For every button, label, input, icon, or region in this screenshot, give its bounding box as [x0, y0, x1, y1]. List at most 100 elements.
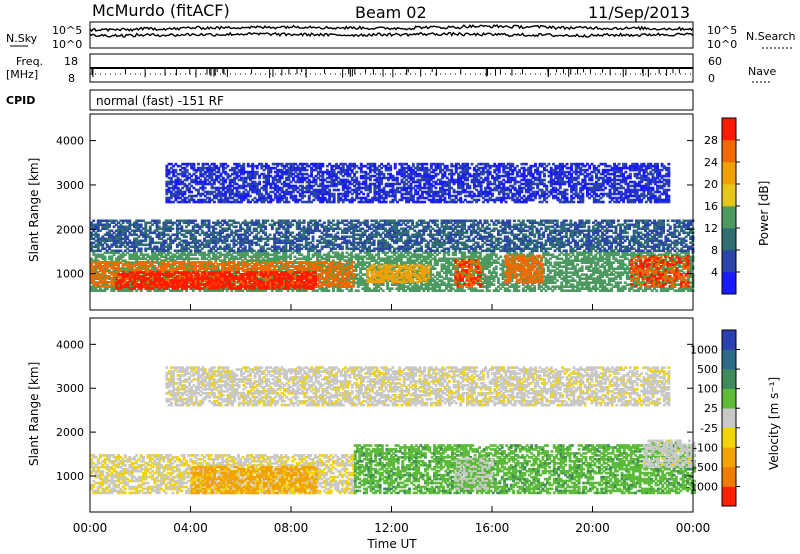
heatmap-cell	[270, 257, 274, 261]
heatmap-cell	[354, 257, 358, 261]
heatmap-cell	[431, 279, 435, 282]
heatmap-cell	[334, 263, 338, 266]
heatmap-cell	[352, 269, 356, 272]
heatmap-cell	[207, 255, 211, 259]
heatmap-cell	[458, 251, 462, 255]
heatmap-cell	[361, 257, 365, 261]
heatmap-cell	[334, 255, 338, 259]
heatmap-cell	[424, 275, 428, 278]
heatmap-cell	[257, 253, 261, 257]
heatmap-cell	[424, 257, 428, 261]
heatmap-cell	[175, 257, 179, 261]
heatmap-cell	[476, 289, 480, 292]
heatmap-cell	[402, 283, 405, 286]
heatmap-cell	[508, 289, 512, 292]
heatmap-cell	[356, 263, 360, 266]
heatmap-cell	[126, 267, 130, 270]
heatmap-cell	[164, 259, 168, 262]
heatmap-cell	[180, 251, 184, 255]
heatmap-cell	[117, 251, 120, 255]
heatmap-cell	[359, 275, 362, 278]
heatmap-cell	[162, 271, 166, 274]
heatmap-cell	[341, 273, 344, 276]
heatmap-cell	[517, 281, 521, 284]
heatmap-cell	[488, 289, 491, 292]
heatmap-cell	[205, 261, 209, 264]
heatmap-cell	[542, 253, 546, 257]
heatmap-cell	[117, 283, 120, 286]
heatmap-cell	[426, 261, 430, 264]
heatmap-cell	[99, 287, 102, 290]
heatmap-cell	[438, 275, 442, 278]
heatmap-cell	[92, 253, 96, 257]
heatmap-cell	[155, 289, 159, 292]
heatmap-cell	[189, 253, 193, 257]
heatmap-cell	[119, 267, 123, 270]
heatmap-cell	[223, 255, 227, 259]
heatmap-cell	[173, 273, 177, 276]
heatmap-cell	[472, 287, 476, 290]
heatmap-cell	[544, 263, 548, 266]
heatmap-cell	[363, 261, 367, 264]
heatmap-cell	[442, 259, 446, 262]
heatmap-cell	[205, 257, 209, 261]
heatmap-cell	[110, 251, 114, 255]
heatmap-cell	[438, 289, 442, 292]
heatmap-cell	[205, 287, 209, 290]
heatmap-cell	[501, 281, 505, 284]
noise-panel: N.Sky 10^5 10^0 10^5 10^0 N.Search	[6, 21, 796, 51]
heatmap-cell	[230, 257, 234, 261]
heatmap-cell	[105, 283, 109, 286]
heatmap-cell	[293, 273, 297, 276]
heatmap-cell	[501, 283, 505, 286]
freq-tick-top: 18	[64, 55, 78, 68]
heatmap-cell	[282, 251, 286, 255]
heatmap-cell	[402, 255, 405, 259]
heatmap-cell	[359, 271, 362, 274]
heatmap-cell	[429, 251, 433, 255]
heatmap-cell	[338, 263, 342, 266]
heatmap-cell	[144, 281, 148, 284]
heatmap-cell	[291, 261, 295, 264]
heatmap-cell	[494, 259, 498, 262]
heatmap-cell	[347, 289, 351, 292]
heatmap-cell	[433, 285, 437, 288]
heatmap-cell	[354, 273, 358, 276]
heatmap-cell	[422, 263, 426, 266]
heatmap-cell	[105, 251, 109, 255]
heatmap-cell	[433, 289, 437, 292]
heatmap-cell	[431, 267, 435, 270]
heatmap-cell	[135, 255, 139, 259]
heatmap-cell	[436, 253, 439, 257]
heatmap-cell	[232, 273, 236, 276]
heatmap-cell	[178, 255, 182, 259]
heatmap-cell	[526, 253, 530, 257]
heatmap-cell	[370, 289, 374, 292]
heatmap-cell	[135, 251, 139, 255]
heatmap-cell	[266, 257, 270, 261]
heatmap-cell	[431, 283, 435, 286]
heatmap-cell	[223, 253, 227, 257]
heatmap-cell	[490, 257, 494, 261]
heatmap-cell	[537, 287, 541, 290]
heatmap-cell	[341, 251, 344, 255]
heatmap-cell	[130, 289, 134, 292]
heatmap-cell	[528, 259, 532, 262]
heatmap-cell	[171, 275, 175, 278]
heatmap-cell	[289, 253, 292, 257]
heatmap-cell	[212, 257, 215, 261]
heatmap-cell	[481, 263, 485, 266]
heatmap-cell	[117, 259, 120, 262]
heatmap-cell	[151, 251, 154, 255]
heatmap-cell	[490, 255, 494, 259]
heatmap-cell	[187, 257, 191, 261]
heatmap-cell	[395, 265, 399, 268]
noise-lines	[89, 24, 694, 38]
heatmap-cell	[406, 281, 410, 284]
heatmap-cell	[196, 269, 200, 272]
heatmap-cell	[447, 267, 451, 270]
heatmap-cell	[322, 253, 326, 257]
heatmap-cell	[497, 281, 500, 284]
heatmap-cell	[397, 257, 401, 261]
heatmap-cell	[429, 279, 433, 282]
